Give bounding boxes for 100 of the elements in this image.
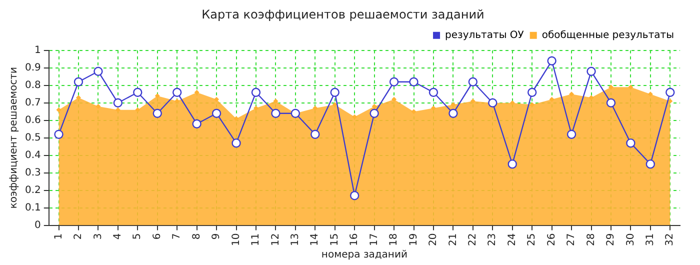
- point: [113, 98, 123, 108]
- point: [389, 77, 399, 86]
- x-tick-label: 21: [448, 233, 459, 246]
- point: [372, 104, 377, 109]
- x-tick-label: 24: [506, 233, 518, 246]
- point: [310, 130, 320, 139]
- point: [312, 106, 318, 111]
- point: [251, 88, 261, 97]
- x-tick-label: 10: [230, 233, 242, 246]
- x-tick-label: 16: [349, 233, 360, 246]
- point: [332, 102, 338, 108]
- point: [76, 95, 81, 100]
- x-tick-label: 11: [250, 233, 262, 246]
- point: [646, 159, 656, 169]
- x-tick-label: 3: [92, 233, 104, 240]
- x-tick-label: 14: [310, 233, 321, 246]
- x-tick-label: 2: [73, 233, 84, 240]
- point: [135, 107, 140, 112]
- y-tick-label: 0.7: [24, 97, 41, 108]
- x-tick-label: 4: [112, 233, 124, 240]
- point: [212, 108, 222, 118]
- point: [232, 138, 241, 148]
- point: [214, 96, 220, 102]
- y-tick-label: 0.1: [24, 202, 41, 214]
- x-tick-label: 17: [368, 233, 380, 246]
- point: [370, 108, 379, 118]
- point: [411, 109, 416, 114]
- x-tick-label: 29: [606, 233, 617, 246]
- point: [290, 108, 300, 118]
- point: [668, 98, 673, 104]
- x-tick-label: 19: [408, 233, 420, 246]
- point: [626, 138, 636, 148]
- y-tick-label: 1: [34, 44, 41, 56]
- point: [569, 92, 574, 97]
- y-tick-label: 0.4: [24, 150, 41, 161]
- point: [172, 88, 182, 97]
- y-tick-label: 0.3: [24, 167, 41, 178]
- point: [508, 159, 517, 169]
- point: [430, 106, 436, 111]
- point: [74, 77, 84, 86]
- point: [234, 116, 239, 122]
- point: [468, 77, 478, 86]
- point: [648, 92, 653, 97]
- point: [588, 95, 594, 100]
- point: [54, 130, 64, 139]
- y-tick-label: 0.5: [24, 132, 41, 144]
- point: [392, 96, 397, 102]
- x-tick-label: 7: [172, 233, 183, 240]
- y-tick-label: 0.6: [24, 114, 41, 126]
- x-tick-label: 13: [290, 233, 302, 246]
- x-axis-title: номера заданий: [321, 250, 408, 261]
- x-tick-label: 6: [152, 233, 163, 240]
- point: [94, 66, 103, 76]
- x-tick-label: 5: [132, 233, 144, 240]
- x-tick-label: 28: [586, 233, 597, 246]
- point: [192, 119, 202, 128]
- point: [547, 56, 556, 66]
- x-tick-label: 8: [191, 233, 202, 240]
- legend-label: результаты ОУ: [445, 30, 524, 41]
- point: [194, 90, 200, 95]
- point: [586, 66, 596, 76]
- point: [470, 98, 476, 104]
- point: [450, 102, 456, 108]
- legend-label: обобщенные результаты: [542, 30, 674, 41]
- point: [606, 98, 616, 108]
- x-tick-label: 27: [566, 233, 578, 246]
- x-tick-label: 26: [546, 233, 558, 246]
- point: [96, 104, 101, 109]
- chart-title: Карта коэффициентов решаемости заданий: [202, 7, 484, 22]
- point: [510, 100, 515, 106]
- point: [527, 88, 537, 97]
- x-tick-label: 25: [526, 233, 538, 246]
- point: [409, 77, 418, 86]
- x-tick-label: 20: [428, 233, 440, 246]
- x-tick-label: 31: [645, 233, 656, 246]
- point: [608, 84, 614, 90]
- point: [448, 108, 458, 118]
- y-tick-label: 0: [34, 220, 41, 231]
- x-tick-label: 15: [329, 233, 340, 246]
- point: [350, 190, 360, 200]
- y-tick-label: 0.8: [24, 80, 41, 91]
- x-tick-label: 23: [487, 233, 498, 246]
- point: [628, 84, 634, 90]
- point: [530, 102, 535, 108]
- point: [428, 88, 438, 97]
- x-tick-label: 9: [211, 233, 222, 240]
- y-axis-title: коэффициент решаемости: [8, 67, 20, 209]
- x-tick-label: 32: [664, 233, 676, 246]
- x-tick-label: 18: [388, 233, 400, 246]
- x-tick-label: 22: [468, 233, 479, 246]
- point: [566, 130, 576, 139]
- x-tick-label: 30: [625, 233, 636, 246]
- point: [253, 106, 258, 111]
- point: [666, 88, 675, 97]
- point: [152, 108, 162, 118]
- y-tick-label: 0.2: [24, 184, 41, 196]
- point: [174, 98, 180, 104]
- point: [330, 88, 340, 97]
- y-tick-label: 0.9: [24, 62, 41, 74]
- x-tick-label: 1: [53, 233, 64, 240]
